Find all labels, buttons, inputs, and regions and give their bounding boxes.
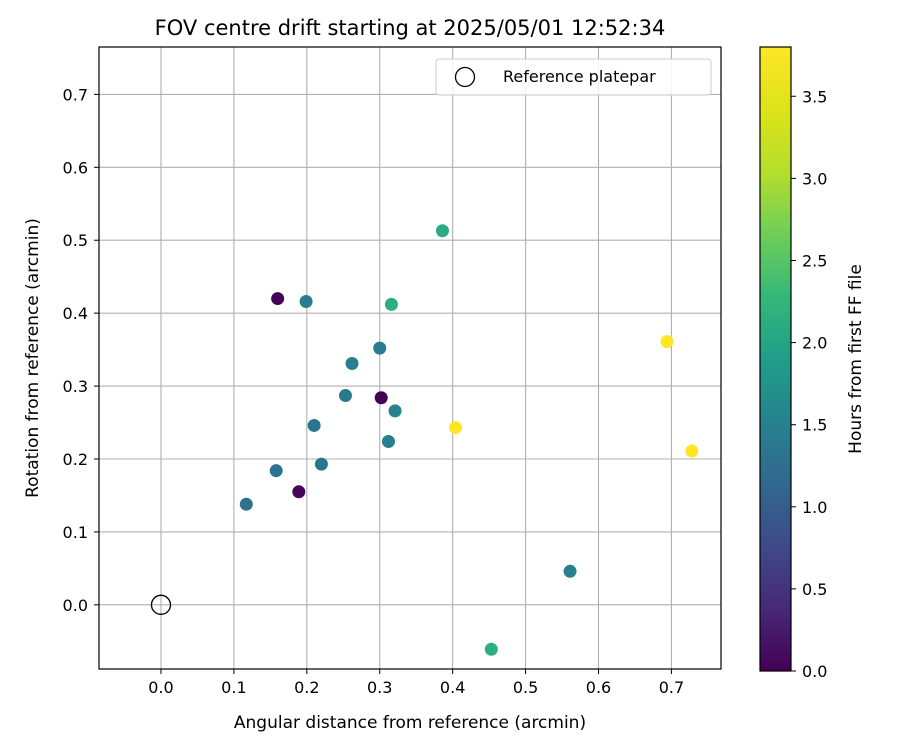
reference-platepar-marker	[150, 594, 172, 615]
colorbar-tick-label: 2.5	[802, 251, 827, 270]
y-tick-label: 0.6	[63, 158, 88, 177]
x-tick-label: 0.4	[440, 678, 465, 697]
y-axis-ticks: 0.0 0.1 0.2 0.3 0.4 0.5 0.6 0.7	[63, 85, 99, 615]
colorbar-ticks: 0.0 0.5 1.0 1.5 2.0 2.5 3.0 3.5	[791, 87, 827, 681]
y-tick-label: 0.0	[63, 596, 88, 615]
data-point	[388, 404, 402, 418]
legend-box	[435, 58, 712, 96]
colorbar-tick-label: 2.0	[802, 334, 827, 353]
data-point	[269, 464, 283, 478]
data-point	[374, 391, 388, 405]
data-point	[299, 294, 313, 308]
data-point	[314, 457, 328, 471]
colorbar-tick-label: 1.0	[802, 498, 827, 517]
colorbar-tick-label: 3.0	[802, 169, 827, 188]
data-point	[660, 335, 674, 349]
data-point	[271, 292, 285, 306]
x-tick-label: 0.5	[513, 678, 538, 697]
data-point	[563, 564, 577, 578]
plot-area-frame	[98, 46, 722, 670]
data-point	[381, 434, 395, 448]
grid	[99, 47, 721, 669]
legend-marker-open-circle	[454, 66, 476, 88]
x-tick-label: 0.2	[294, 678, 319, 697]
x-tick-label: 0.7	[659, 678, 684, 697]
colorbar-tick-label: 3.5	[802, 87, 827, 106]
data-point	[449, 421, 463, 435]
colorbar-label: Hours from first FF file	[846, 264, 866, 454]
x-axis-ticks: 0.0 0.1 0.2 0.3 0.4 0.5 0.6 0.7	[148, 669, 684, 697]
data-point	[373, 341, 387, 355]
chart-title: FOV centre drift starting at 2025/05/01 …	[155, 16, 666, 40]
legend: Reference platepar	[435, 58, 712, 96]
data-point	[239, 497, 253, 511]
colorbar-tick-label: 0.5	[802, 580, 827, 599]
legend-label-reference-platepar: Reference platepar	[503, 67, 656, 86]
data-points	[239, 224, 699, 656]
x-tick-label: 0.3	[367, 678, 392, 697]
data-point	[384, 297, 398, 311]
y-tick-label: 0.4	[63, 304, 88, 323]
y-tick-label: 0.7	[63, 85, 88, 104]
colorbar: 0.0 0.5 1.0 1.5 2.0 2.5 3.0 3.5 Hours from firs…	[759, 46, 866, 681]
data-point	[484, 642, 498, 656]
colorbar-tick-label: 0.0	[802, 662, 827, 681]
colorbar-tick-label: 1.5	[802, 416, 827, 435]
reference-point	[150, 594, 172, 615]
data-point	[345, 356, 359, 370]
data-point	[292, 485, 306, 499]
y-axis-label: Rotation from reference (arcmin)	[23, 218, 43, 498]
x-tick-label: 0.1	[221, 678, 246, 697]
y-tick-label: 0.1	[63, 523, 88, 542]
data-point	[435, 224, 449, 238]
data-point	[307, 418, 321, 432]
x-tick-label: 0.0	[148, 678, 173, 697]
y-tick-label: 0.3	[63, 377, 88, 396]
y-tick-label: 0.5	[63, 231, 88, 250]
data-point	[685, 444, 699, 458]
data-point	[338, 389, 352, 403]
colorbar-gradient	[759, 46, 792, 672]
x-axis-label: Angular distance from reference (arcmin)	[234, 713, 586, 733]
x-tick-label: 0.6	[586, 678, 611, 697]
y-tick-label: 0.2	[63, 450, 88, 469]
